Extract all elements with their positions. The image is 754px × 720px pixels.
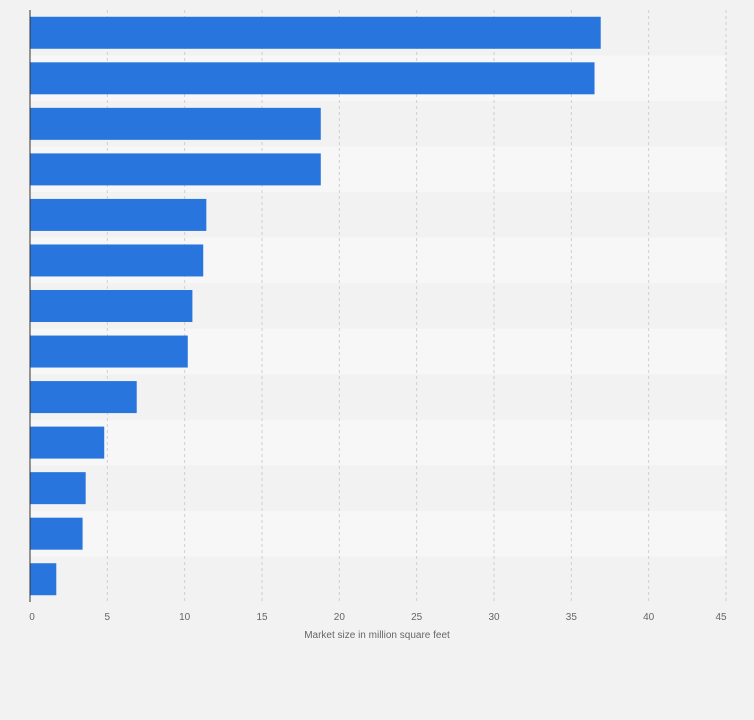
row-band [30, 556, 726, 602]
row-band [30, 374, 726, 420]
row-band [30, 419, 726, 466]
x-tick-label: 25 [411, 612, 423, 623]
row-band [30, 465, 726, 511]
bar [30, 335, 188, 368]
bar [30, 426, 105, 459]
x-tick-label: 15 [256, 612, 268, 623]
x-tick-label: 35 [566, 612, 578, 623]
bar [30, 563, 57, 596]
bar [30, 16, 601, 49]
x-axis-ticks: 0 5 10 15 20 25 30 35 40 45 [29, 612, 727, 623]
x-tick-label: 40 [643, 612, 655, 623]
bar [30, 107, 321, 140]
bar [30, 472, 86, 505]
bars [30, 16, 601, 596]
x-axis-label: Market size in million square feet [304, 630, 450, 641]
bar [30, 517, 83, 550]
bar [30, 62, 595, 95]
x-tick-label: 30 [488, 612, 500, 623]
x-tick-label: 10 [179, 612, 191, 623]
bar [30, 153, 321, 186]
bar [30, 244, 204, 277]
bar [30, 198, 207, 231]
row-band [30, 510, 726, 557]
x-tick-label: 0 [29, 612, 35, 623]
bar [30, 381, 137, 414]
x-tick-label: 5 [105, 612, 111, 623]
bar [30, 290, 193, 322]
x-tick-label: 45 [715, 612, 727, 623]
x-tick-label: 20 [334, 612, 346, 623]
